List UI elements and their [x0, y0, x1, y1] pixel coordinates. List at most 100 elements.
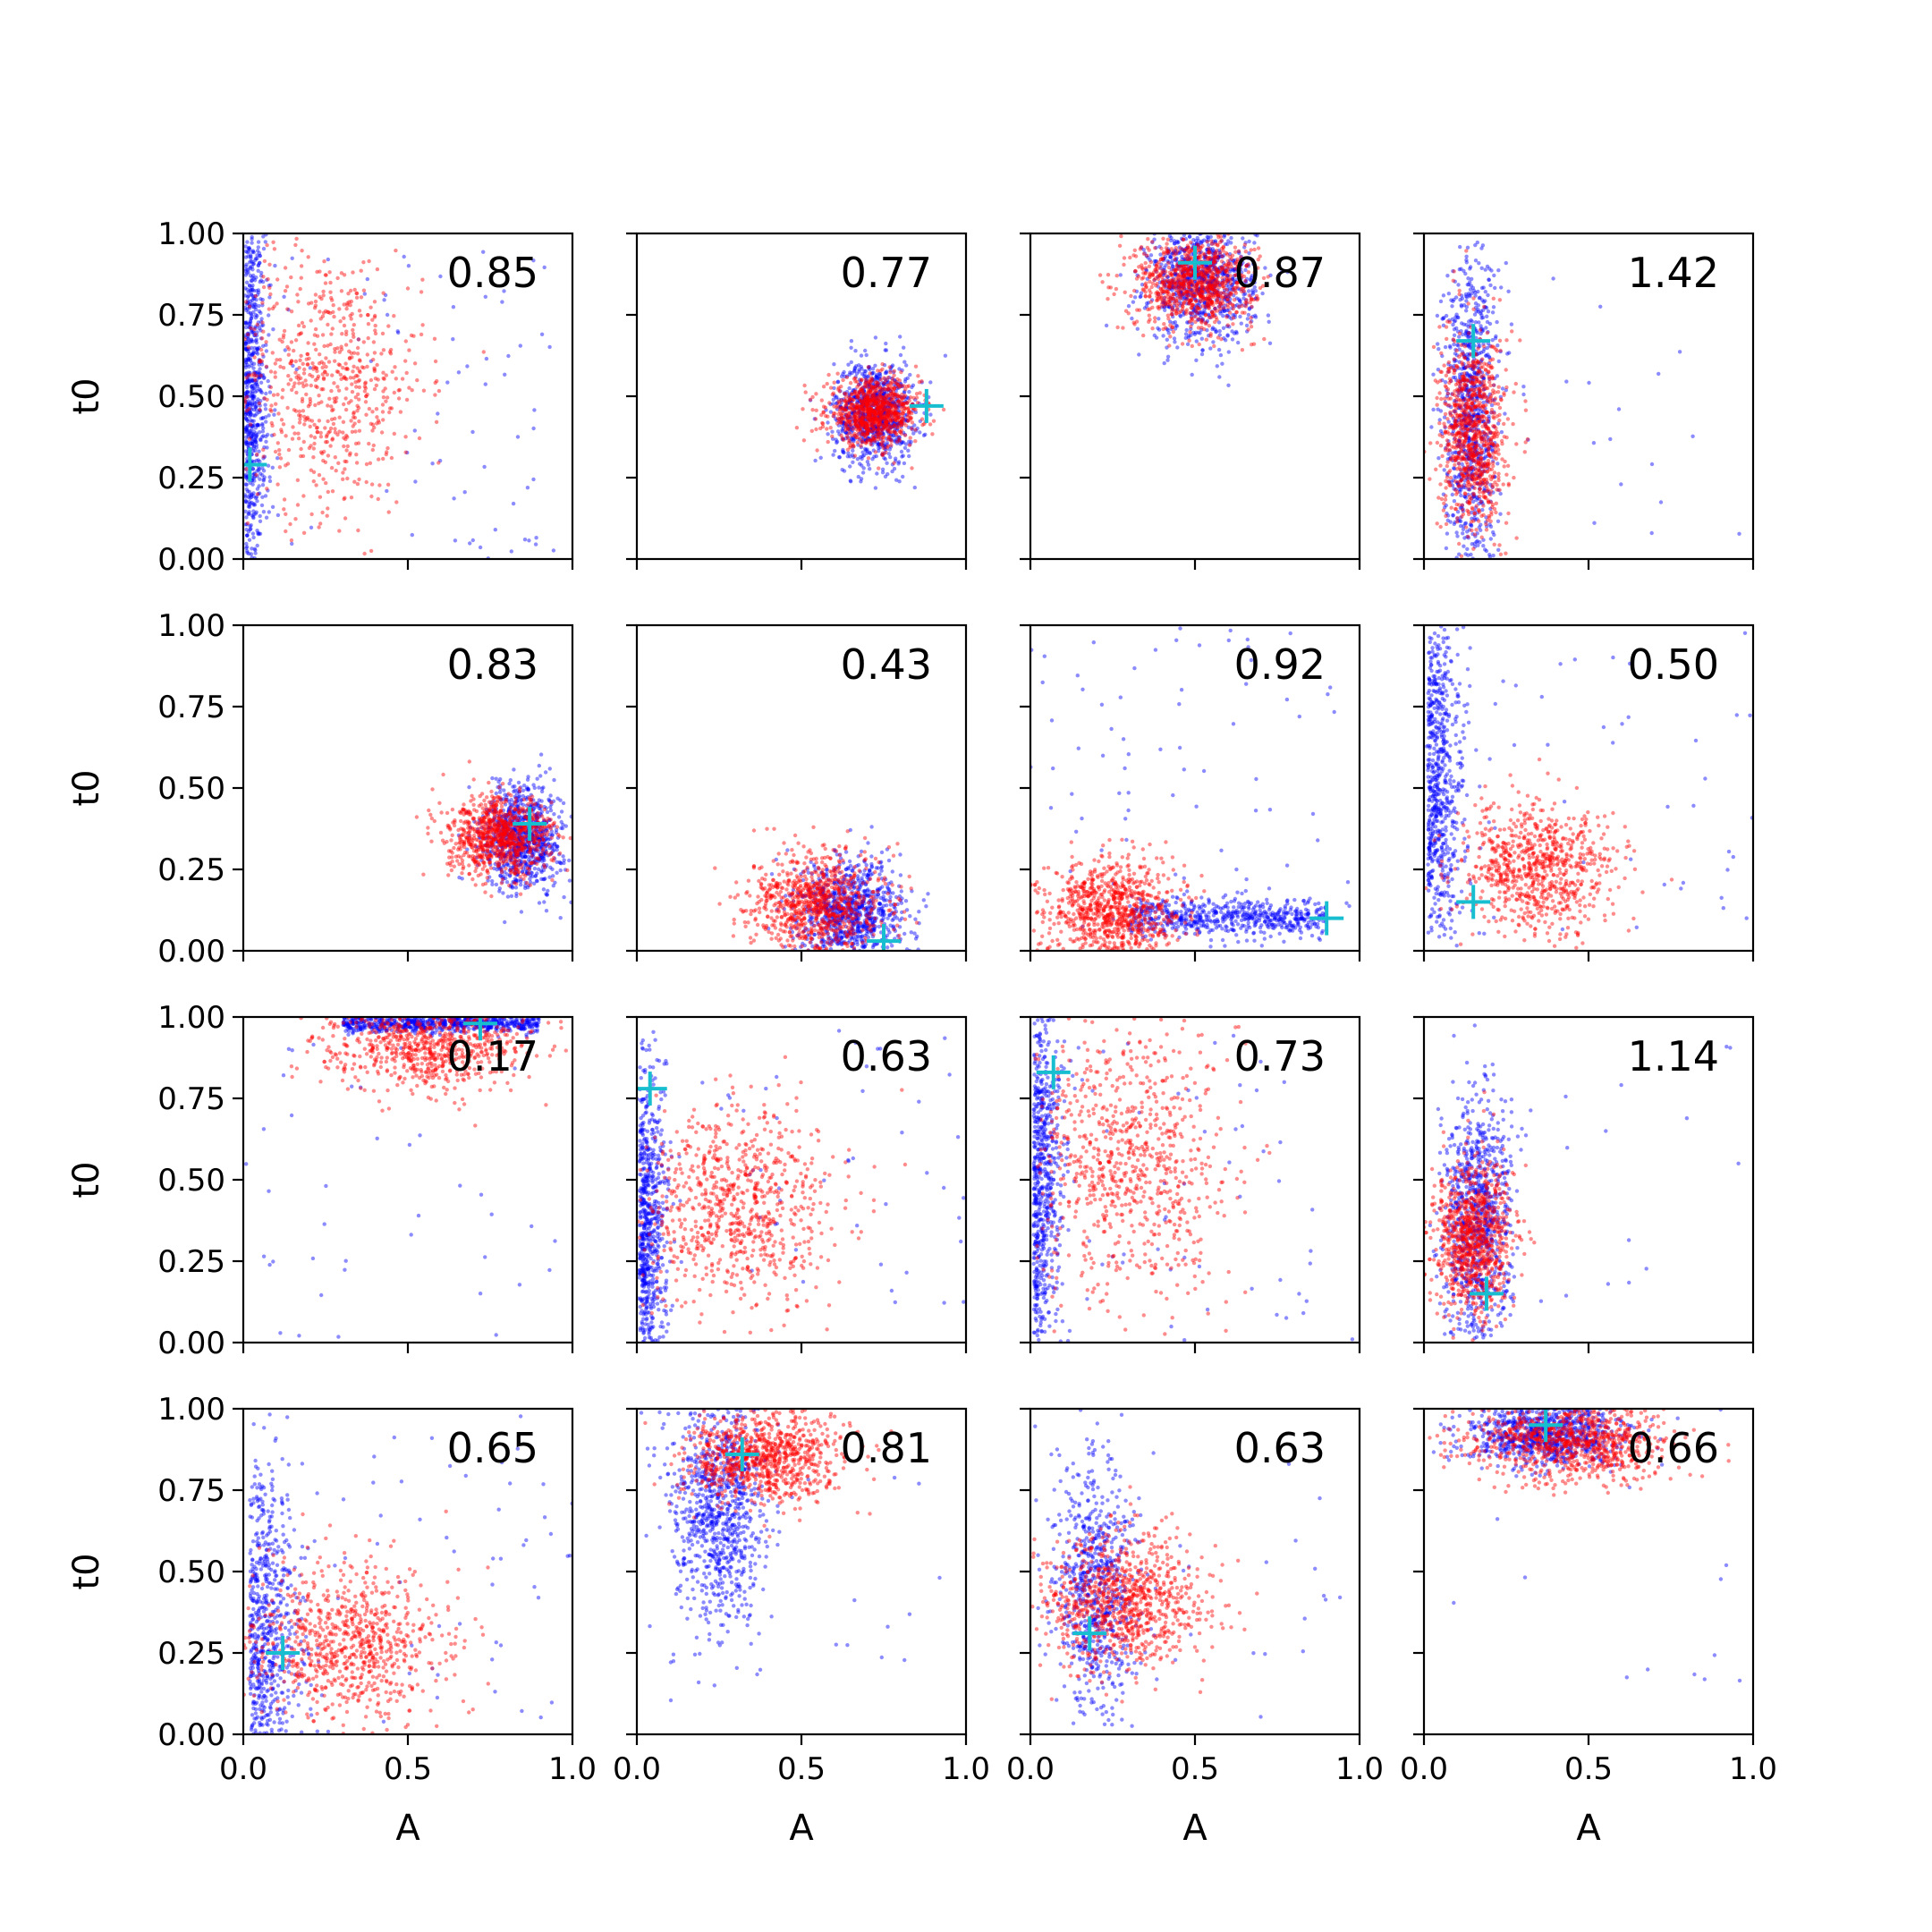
red-point: [377, 483, 382, 487]
blue-point: [1189, 333, 1193, 337]
blue-point: [852, 419, 858, 423]
red-point: [808, 397, 813, 402]
red-point: [312, 422, 317, 428]
red-point: [1220, 281, 1225, 285]
red-point: [345, 301, 350, 306]
red-point: [875, 406, 879, 411]
blue-point: [248, 410, 252, 415]
red-point: [1169, 272, 1174, 276]
blue-point: [894, 419, 898, 424]
red-point: [361, 340, 366, 344]
red-point: [1165, 294, 1170, 299]
red-point: [367, 258, 371, 264]
blue-point: [871, 448, 876, 453]
red-point: [876, 403, 880, 408]
blue-point: [857, 368, 861, 372]
red-point: [344, 377, 349, 382]
blue-point: [826, 420, 830, 425]
red-point: [886, 387, 890, 392]
blue-point: [1250, 274, 1255, 278]
red-point: [906, 410, 911, 414]
red-point: [289, 359, 294, 363]
red-point: [371, 340, 377, 344]
blue-point: [1177, 280, 1182, 284]
red-point: [1178, 246, 1183, 250]
red-point: [876, 402, 881, 406]
blue-point: [873, 363, 877, 368]
red-point: [335, 385, 340, 389]
red-point: [848, 419, 852, 424]
red-point: [872, 438, 877, 443]
blue-point: [902, 413, 908, 418]
red-point: [1183, 256, 1188, 260]
red-point: [843, 395, 848, 400]
blue-point: [1169, 238, 1174, 243]
blue-point: [883, 405, 887, 410]
red-point: [285, 307, 290, 311]
blue-point: [1188, 265, 1193, 269]
red-point: [375, 362, 379, 368]
blue-point: [901, 403, 905, 409]
red-point: [1233, 273, 1237, 277]
blue-point: [889, 412, 894, 418]
blue-point: [869, 413, 873, 418]
red-point: [867, 407, 871, 412]
blue-point: [1215, 273, 1219, 277]
blue-point: [860, 432, 864, 436]
red-point: [877, 411, 882, 417]
blue-point: [872, 425, 877, 429]
blue-point: [244, 301, 250, 307]
blue-point: [478, 545, 483, 550]
red-point: [344, 307, 349, 311]
blue-point: [885, 428, 889, 434]
blue-point: [1199, 285, 1203, 290]
red-point: [1233, 261, 1238, 266]
red-point: [860, 388, 865, 393]
red-point: [899, 419, 903, 425]
blue-point: [246, 270, 250, 275]
red-point: [886, 415, 891, 419]
red-point: [321, 376, 326, 380]
blue-point: [881, 421, 886, 426]
blue-point: [881, 412, 886, 417]
red-point: [333, 346, 337, 352]
blue-point: [1237, 299, 1242, 303]
red-point: [1207, 296, 1211, 301]
blue-point: [1213, 250, 1217, 254]
blue-point: [1178, 263, 1182, 268]
blue-point: [869, 437, 873, 443]
red-point: [902, 417, 906, 422]
red-point: [1234, 281, 1240, 285]
red-point: [866, 437, 870, 443]
red-point: [862, 398, 867, 402]
blue-point: [1197, 291, 1201, 296]
blue-point: [1245, 262, 1250, 267]
red-point: [865, 399, 869, 404]
red-point: [321, 289, 326, 294]
red-point: [1208, 284, 1213, 290]
red-point: [1225, 264, 1231, 269]
blue-point: [453, 538, 458, 543]
blue-point: [1220, 265, 1224, 270]
red-point: [897, 412, 902, 417]
red-point: [852, 377, 857, 381]
blue-point: [256, 240, 261, 244]
blue-point: [1209, 309, 1214, 314]
blue-point: [899, 440, 904, 445]
blue-point: [1184, 297, 1189, 301]
red-point: [1249, 296, 1254, 301]
blue-point: [847, 400, 852, 404]
blue-point: [249, 278, 253, 284]
blue-point: [254, 436, 258, 441]
blue-point: [258, 459, 262, 464]
red-point: [289, 359, 294, 363]
red-point: [329, 404, 334, 409]
red-point: [335, 346, 340, 351]
blue-point: [876, 414, 880, 419]
red-point: [899, 431, 904, 436]
blue-point: [1202, 310, 1208, 315]
blue-point: [531, 477, 536, 482]
red-point: [820, 420, 825, 426]
red-point: [903, 423, 909, 428]
blue-point: [852, 390, 857, 394]
